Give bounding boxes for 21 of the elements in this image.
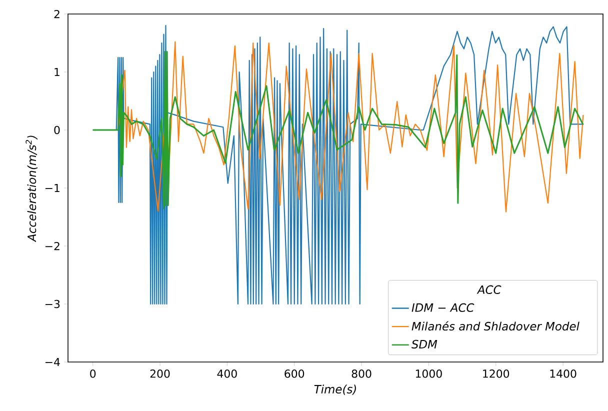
x-tick-label: 600 [284,370,304,378]
x-tick-label: 200 [150,370,170,378]
x-tick-label: 400 [217,370,237,378]
y-tick-label: 2 [54,10,60,18]
y-tick-label: −2 [45,242,60,250]
y-tick-label: −1 [45,184,60,192]
legend-title: ACC [476,285,502,294]
legend-label: Milanés and Shladover Model [412,321,580,331]
legend-label: SDM [412,340,438,349]
x-tick-label: 1400 [550,370,576,378]
x-tick-label: 1000 [416,370,442,378]
y-tick-label: 0 [54,126,60,134]
x-tick-label: 1200 [483,370,510,378]
x-tick-label: 0 [90,370,96,378]
x-axis-title: Time(s) [314,384,356,395]
y-tick-label: −4 [45,358,60,366]
y-axis-title: Acceleration(m/s$^{2}$) [26,136,38,242]
y-tick-label: 1 [54,68,60,76]
x-tick-label: 800 [352,370,372,378]
y-tick-label: −3 [45,300,60,308]
legend-label: IDM − ACC [412,303,474,312]
